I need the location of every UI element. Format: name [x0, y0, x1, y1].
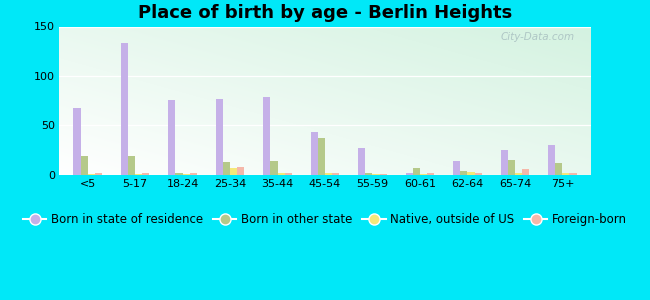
Bar [183, 174, 190, 175]
Bar [176, 173, 183, 175]
Text: City-Data.com: City-Data.com [500, 32, 575, 42]
Bar [522, 169, 529, 175]
Bar [230, 168, 237, 175]
Bar [380, 174, 387, 175]
Bar [73, 107, 81, 175]
Bar [95, 173, 102, 175]
Bar [413, 168, 420, 175]
Bar [365, 173, 372, 175]
Bar [81, 156, 88, 175]
Bar [311, 132, 318, 175]
Bar [216, 99, 223, 175]
Bar [168, 100, 176, 175]
Title: Place of birth by age - Berlin Heights: Place of birth by age - Berlin Heights [138, 4, 512, 22]
Bar [325, 173, 332, 175]
Bar [508, 160, 515, 175]
Bar [237, 167, 244, 175]
Bar [372, 174, 380, 175]
Bar [474, 173, 482, 175]
Bar [128, 156, 135, 175]
Bar [285, 173, 292, 175]
Legend: Born in state of residence, Born in other state, Native, outside of US, Foreign-: Born in state of residence, Born in othe… [18, 208, 632, 231]
Bar [500, 150, 508, 175]
Bar [270, 161, 278, 175]
Bar [88, 174, 95, 175]
Bar [135, 174, 142, 175]
Bar [420, 174, 427, 175]
Bar [548, 145, 555, 175]
Bar [467, 172, 474, 175]
Bar [263, 97, 270, 175]
Bar [569, 173, 577, 175]
Bar [562, 173, 569, 175]
Bar [460, 171, 467, 175]
Bar [278, 173, 285, 175]
Bar [190, 173, 197, 175]
Bar [332, 173, 339, 175]
Bar [318, 138, 325, 175]
Bar [406, 173, 413, 175]
Bar [142, 173, 150, 175]
Bar [555, 163, 562, 175]
Bar [427, 173, 434, 175]
Bar [121, 43, 128, 175]
Bar [223, 162, 230, 175]
Bar [358, 148, 365, 175]
Bar [453, 161, 460, 175]
Bar [515, 173, 522, 175]
